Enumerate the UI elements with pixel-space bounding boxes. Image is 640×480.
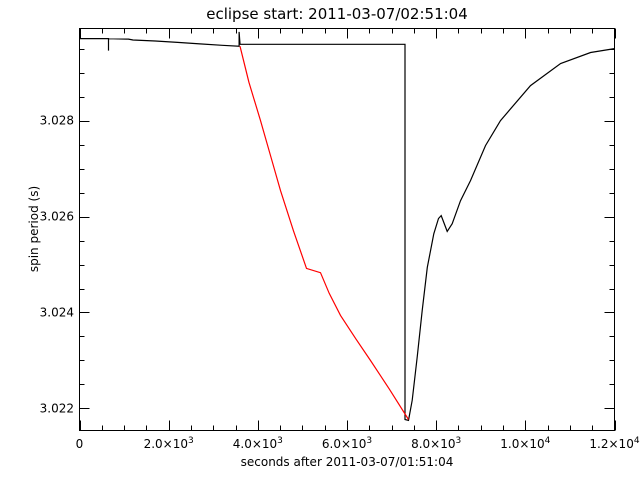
y-tick-label: 3.028 <box>40 114 74 128</box>
y-tick-label: 3.024 <box>40 305 74 319</box>
measured-line <box>79 31 615 422</box>
axis-ticks <box>79 28 616 431</box>
x-tick-label: 1.2×104 <box>589 436 639 451</box>
y-tick-labels: 3.022 3.024 3.026 3.028 <box>40 114 74 416</box>
x-tick-label: 1.0×104 <box>500 436 550 451</box>
series-lines <box>79 31 615 422</box>
x-tick-label: 0 <box>76 437 84 451</box>
model-line <box>239 46 410 420</box>
y-tick-label: 3.026 <box>40 210 74 224</box>
y-tick-label: 3.022 <box>40 401 74 415</box>
plot-frame <box>79 28 615 431</box>
x-axis-label: seconds after 2011-03-07/01:51:04 <box>241 455 454 469</box>
x-tick-label: 6.0×103 <box>322 436 372 451</box>
y-axis-label: spin period (s) <box>27 186 41 272</box>
x-tick-labels: 0 2.0×103 4.0×103 6.0×103 8.0×103 1.0×104 1.2×… <box>76 436 640 451</box>
x-tick-label: 4.0×103 <box>233 436 283 451</box>
x-tick-label: 8.0×103 <box>411 436 461 451</box>
chart-title: eclipse start: 2011-03-07/02:51:04 <box>206 5 468 23</box>
x-tick-label: 2.0×103 <box>144 436 194 451</box>
